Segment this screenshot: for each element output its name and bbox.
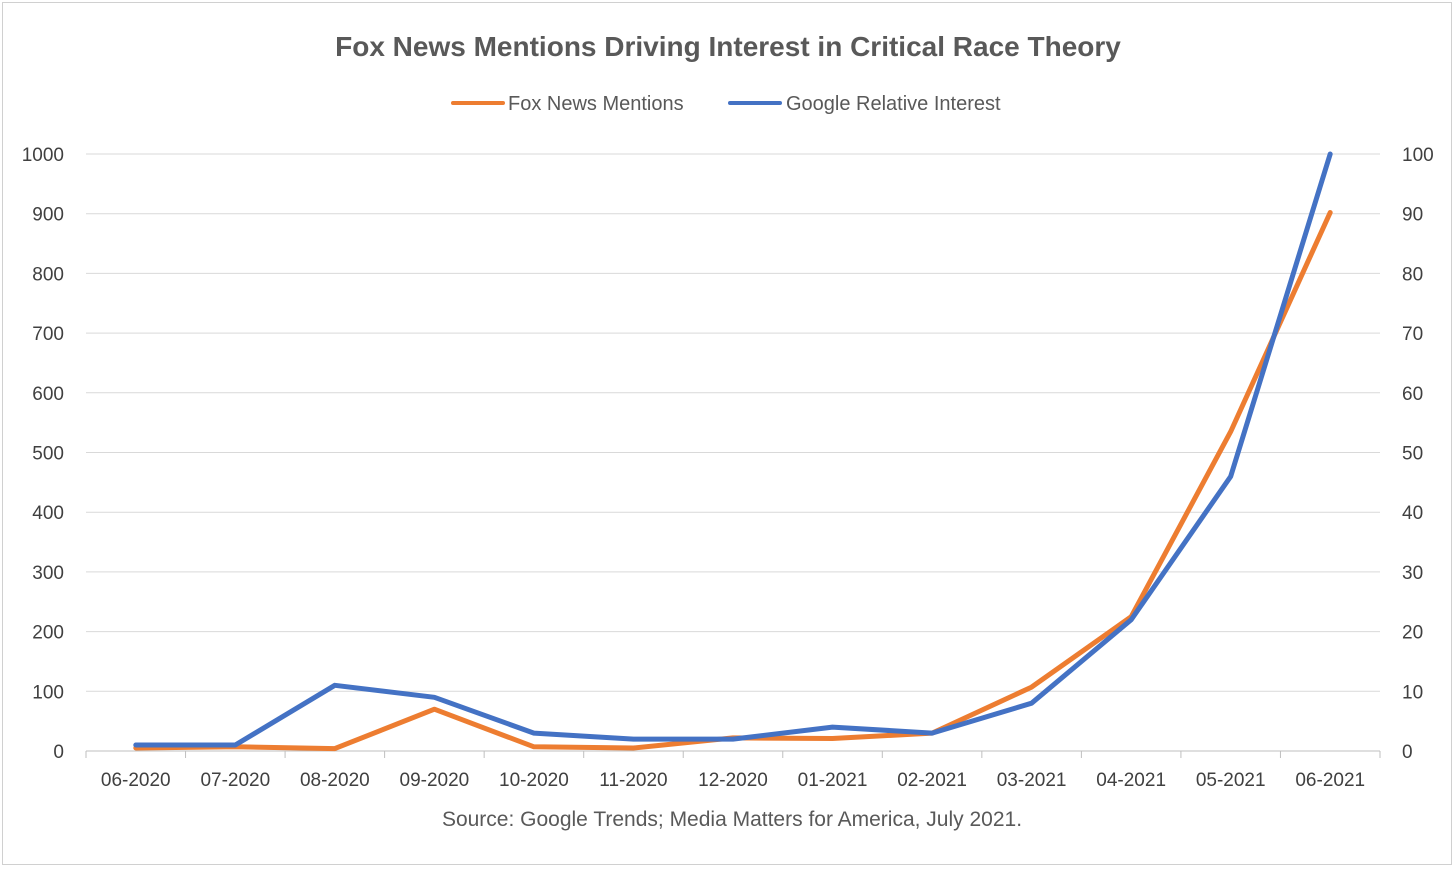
left-y-tick-label: 1000 <box>22 145 64 166</box>
x-tick-label: 01-2021 <box>798 770 868 791</box>
x-tick-label: 05-2021 <box>1196 770 1266 791</box>
x-tick-label: 10-2020 <box>499 770 569 791</box>
left-y-tick-label: 900 <box>32 205 64 226</box>
series-line-fox-news-mentions <box>133 210 1333 752</box>
legend-label-google-relative-interest: Google Relative Interest <box>786 93 1001 115</box>
chart-title: Fox News Mentions Driving Interest in Cr… <box>335 31 1121 62</box>
right-y-tick-label: 0 <box>1402 742 1413 763</box>
right-y-axis-ticks: 0 10 20 30 40 50 60 70 80 90 100 <box>1402 145 1434 763</box>
x-tick-label: 08-2020 <box>300 770 370 791</box>
right-y-tick-label: 30 <box>1402 563 1423 584</box>
x-tick-label: 06-2021 <box>1295 770 1365 791</box>
left-y-tick-label: 400 <box>32 503 64 524</box>
left-y-tick-label: 500 <box>32 444 64 465</box>
right-y-tick-label: 60 <box>1402 384 1423 405</box>
left-y-axis-ticks: 0 100 200 300 400 500 600 700 800 900 1000 <box>22 145 64 763</box>
left-y-tick-label: 600 <box>32 384 64 405</box>
right-y-tick-label: 10 <box>1402 682 1423 703</box>
right-y-tick-label: 90 <box>1402 205 1423 226</box>
left-y-tick-label: 800 <box>32 264 64 285</box>
right-y-tick-label: 80 <box>1402 264 1423 285</box>
x-tick-label: 02-2021 <box>897 770 967 791</box>
left-y-tick-label: 200 <box>32 623 64 644</box>
right-y-tick-label: 70 <box>1402 324 1423 345</box>
x-tick-label: 04-2021 <box>1096 770 1166 791</box>
legend: Fox News Mentions Google Relative Intere… <box>451 93 1001 115</box>
right-y-tick-label: 100 <box>1402 145 1434 166</box>
x-tick-label: 12-2020 <box>698 770 768 791</box>
right-y-tick-label: 20 <box>1402 623 1423 644</box>
series-line-google-relative-interest <box>133 151 1333 748</box>
left-y-tick-label: 100 <box>32 682 64 703</box>
chart-source: Source: Google Trends; Media Matters for… <box>442 808 1022 831</box>
series-lines <box>133 151 1333 752</box>
legend-label-fox-news-mentions: Fox News Mentions <box>508 93 684 115</box>
x-tick-label: 11-2020 <box>599 770 667 791</box>
left-y-tick-label: 0 <box>53 742 64 763</box>
left-y-tick-label: 700 <box>32 324 64 345</box>
x-tick-label: 09-2020 <box>400 770 470 791</box>
x-tick-label: 06-2020 <box>101 770 171 791</box>
gridlines <box>85 153 1381 758</box>
x-tick-label: 03-2021 <box>997 770 1067 791</box>
right-y-tick-label: 40 <box>1402 503 1423 524</box>
left-y-tick-label: 300 <box>32 563 64 584</box>
x-tick-label: 07-2020 <box>200 770 270 791</box>
x-axis-ticks: 06-2020 07-2020 08-2020 09-2020 10-2020 11-20… <box>101 770 1365 791</box>
right-y-tick-label: 50 <box>1402 444 1423 465</box>
